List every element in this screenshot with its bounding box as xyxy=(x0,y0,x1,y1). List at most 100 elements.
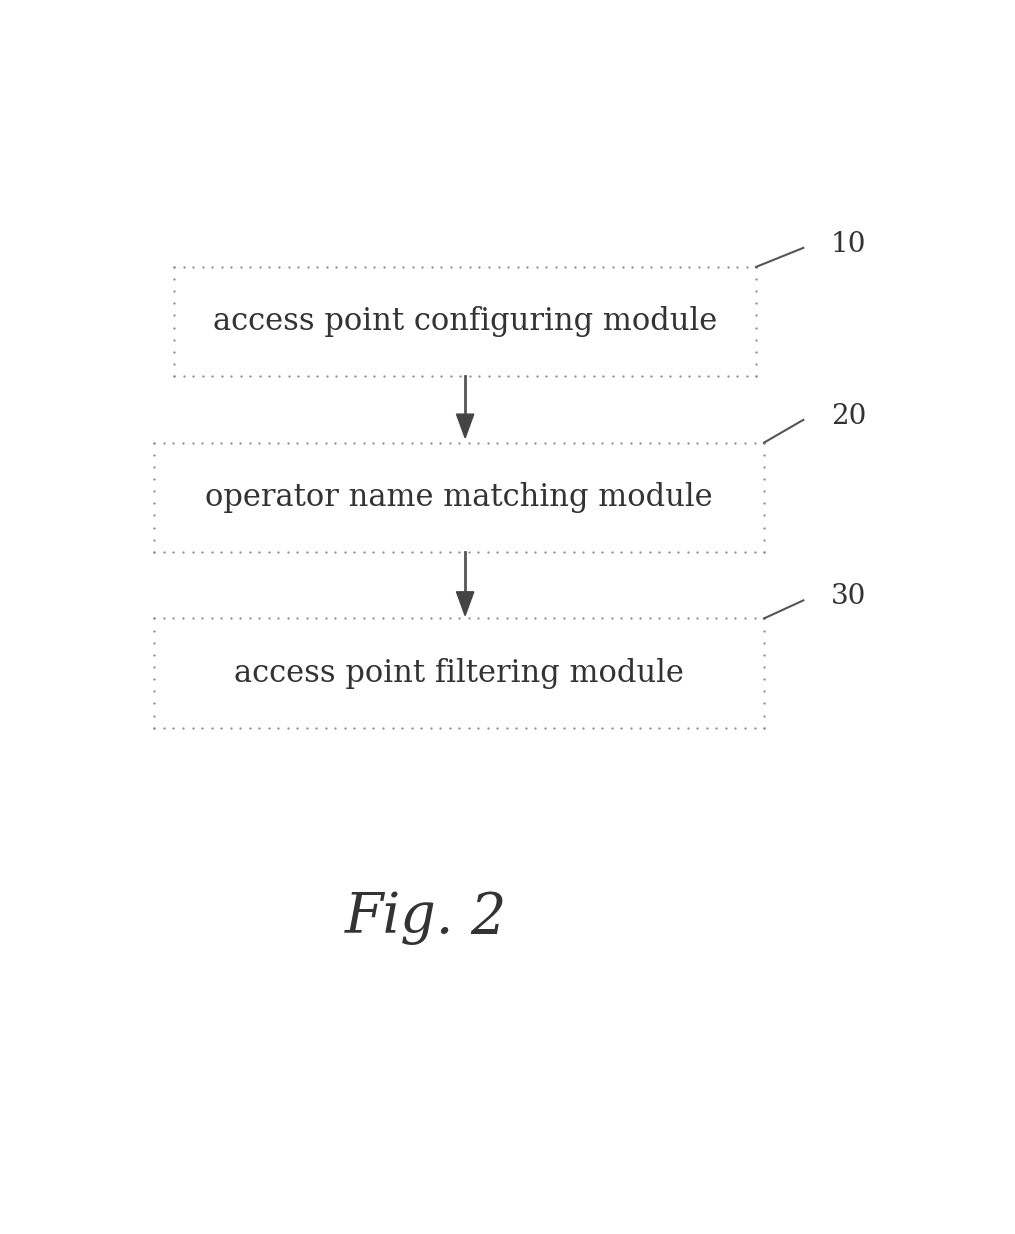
Point xyxy=(386,257,402,276)
Point xyxy=(327,433,343,453)
Point xyxy=(280,718,296,738)
Point xyxy=(347,366,363,386)
Point xyxy=(146,669,162,689)
Point xyxy=(443,366,459,386)
Point xyxy=(565,433,582,453)
Polygon shape xyxy=(457,592,474,616)
Point xyxy=(214,257,230,276)
Point xyxy=(509,718,525,738)
Point xyxy=(165,366,183,386)
Point xyxy=(309,433,325,453)
Point xyxy=(756,645,772,665)
Point xyxy=(537,608,553,628)
Point xyxy=(529,366,545,386)
Point xyxy=(613,542,629,561)
Point xyxy=(689,433,705,453)
Point xyxy=(748,317,764,337)
Point xyxy=(298,433,315,453)
Point xyxy=(204,366,220,386)
Point xyxy=(746,718,762,738)
Point xyxy=(529,257,545,276)
Point xyxy=(489,542,505,561)
Point xyxy=(748,281,764,301)
Point xyxy=(737,433,753,453)
Point xyxy=(746,608,762,628)
Point xyxy=(748,306,764,326)
Point xyxy=(756,718,772,738)
Point xyxy=(585,608,601,628)
Point xyxy=(194,542,210,561)
Point xyxy=(156,718,173,738)
Point xyxy=(261,433,277,453)
Point xyxy=(661,542,677,561)
Point xyxy=(376,366,392,386)
Point xyxy=(422,433,438,453)
Point xyxy=(385,718,401,738)
Point xyxy=(644,366,660,386)
Point xyxy=(556,433,572,453)
Point xyxy=(165,257,183,276)
Point xyxy=(156,608,173,628)
Point xyxy=(395,257,411,276)
Point xyxy=(185,433,201,453)
Point xyxy=(528,433,544,453)
Point xyxy=(652,542,668,561)
Point xyxy=(232,433,249,453)
Text: access point filtering module: access point filtering module xyxy=(234,658,684,689)
Point xyxy=(518,542,534,561)
Point xyxy=(175,608,191,628)
Point xyxy=(394,542,410,561)
Point xyxy=(443,257,459,276)
Point xyxy=(146,718,162,738)
Point xyxy=(175,718,191,738)
Point xyxy=(385,542,401,561)
Point xyxy=(251,718,267,738)
Point xyxy=(422,718,438,738)
Point xyxy=(748,366,764,386)
Point xyxy=(318,718,334,738)
Point xyxy=(577,257,593,276)
Point xyxy=(644,257,660,276)
Point xyxy=(310,366,326,386)
Point xyxy=(681,257,697,276)
Point xyxy=(213,608,229,628)
Point xyxy=(708,433,725,453)
Point xyxy=(232,366,249,386)
Point xyxy=(718,542,734,561)
Point xyxy=(691,366,707,386)
Point xyxy=(528,542,544,561)
Point xyxy=(356,433,373,453)
Point xyxy=(672,366,688,386)
Point xyxy=(739,257,755,276)
Point xyxy=(480,433,496,453)
Point xyxy=(470,433,486,453)
Point xyxy=(498,542,515,561)
Point xyxy=(222,542,239,561)
Point xyxy=(708,608,725,628)
Point xyxy=(395,366,411,386)
Point xyxy=(270,542,286,561)
Point xyxy=(756,669,772,689)
Point xyxy=(622,608,638,628)
Point xyxy=(500,257,517,276)
Point xyxy=(251,433,267,453)
Point xyxy=(213,542,229,561)
Point xyxy=(718,718,734,738)
Point xyxy=(280,608,296,628)
Point xyxy=(432,433,449,453)
Point xyxy=(365,608,382,628)
Point xyxy=(489,718,505,738)
Point xyxy=(347,257,363,276)
Point xyxy=(670,718,686,738)
Point xyxy=(195,366,211,386)
Point xyxy=(146,529,162,549)
Point xyxy=(528,718,544,738)
Point xyxy=(594,608,610,628)
Point xyxy=(708,542,725,561)
Point xyxy=(546,433,562,453)
Point xyxy=(433,366,450,386)
Point xyxy=(185,608,201,628)
Point xyxy=(146,518,162,538)
Point xyxy=(338,366,354,386)
Point xyxy=(242,608,258,628)
